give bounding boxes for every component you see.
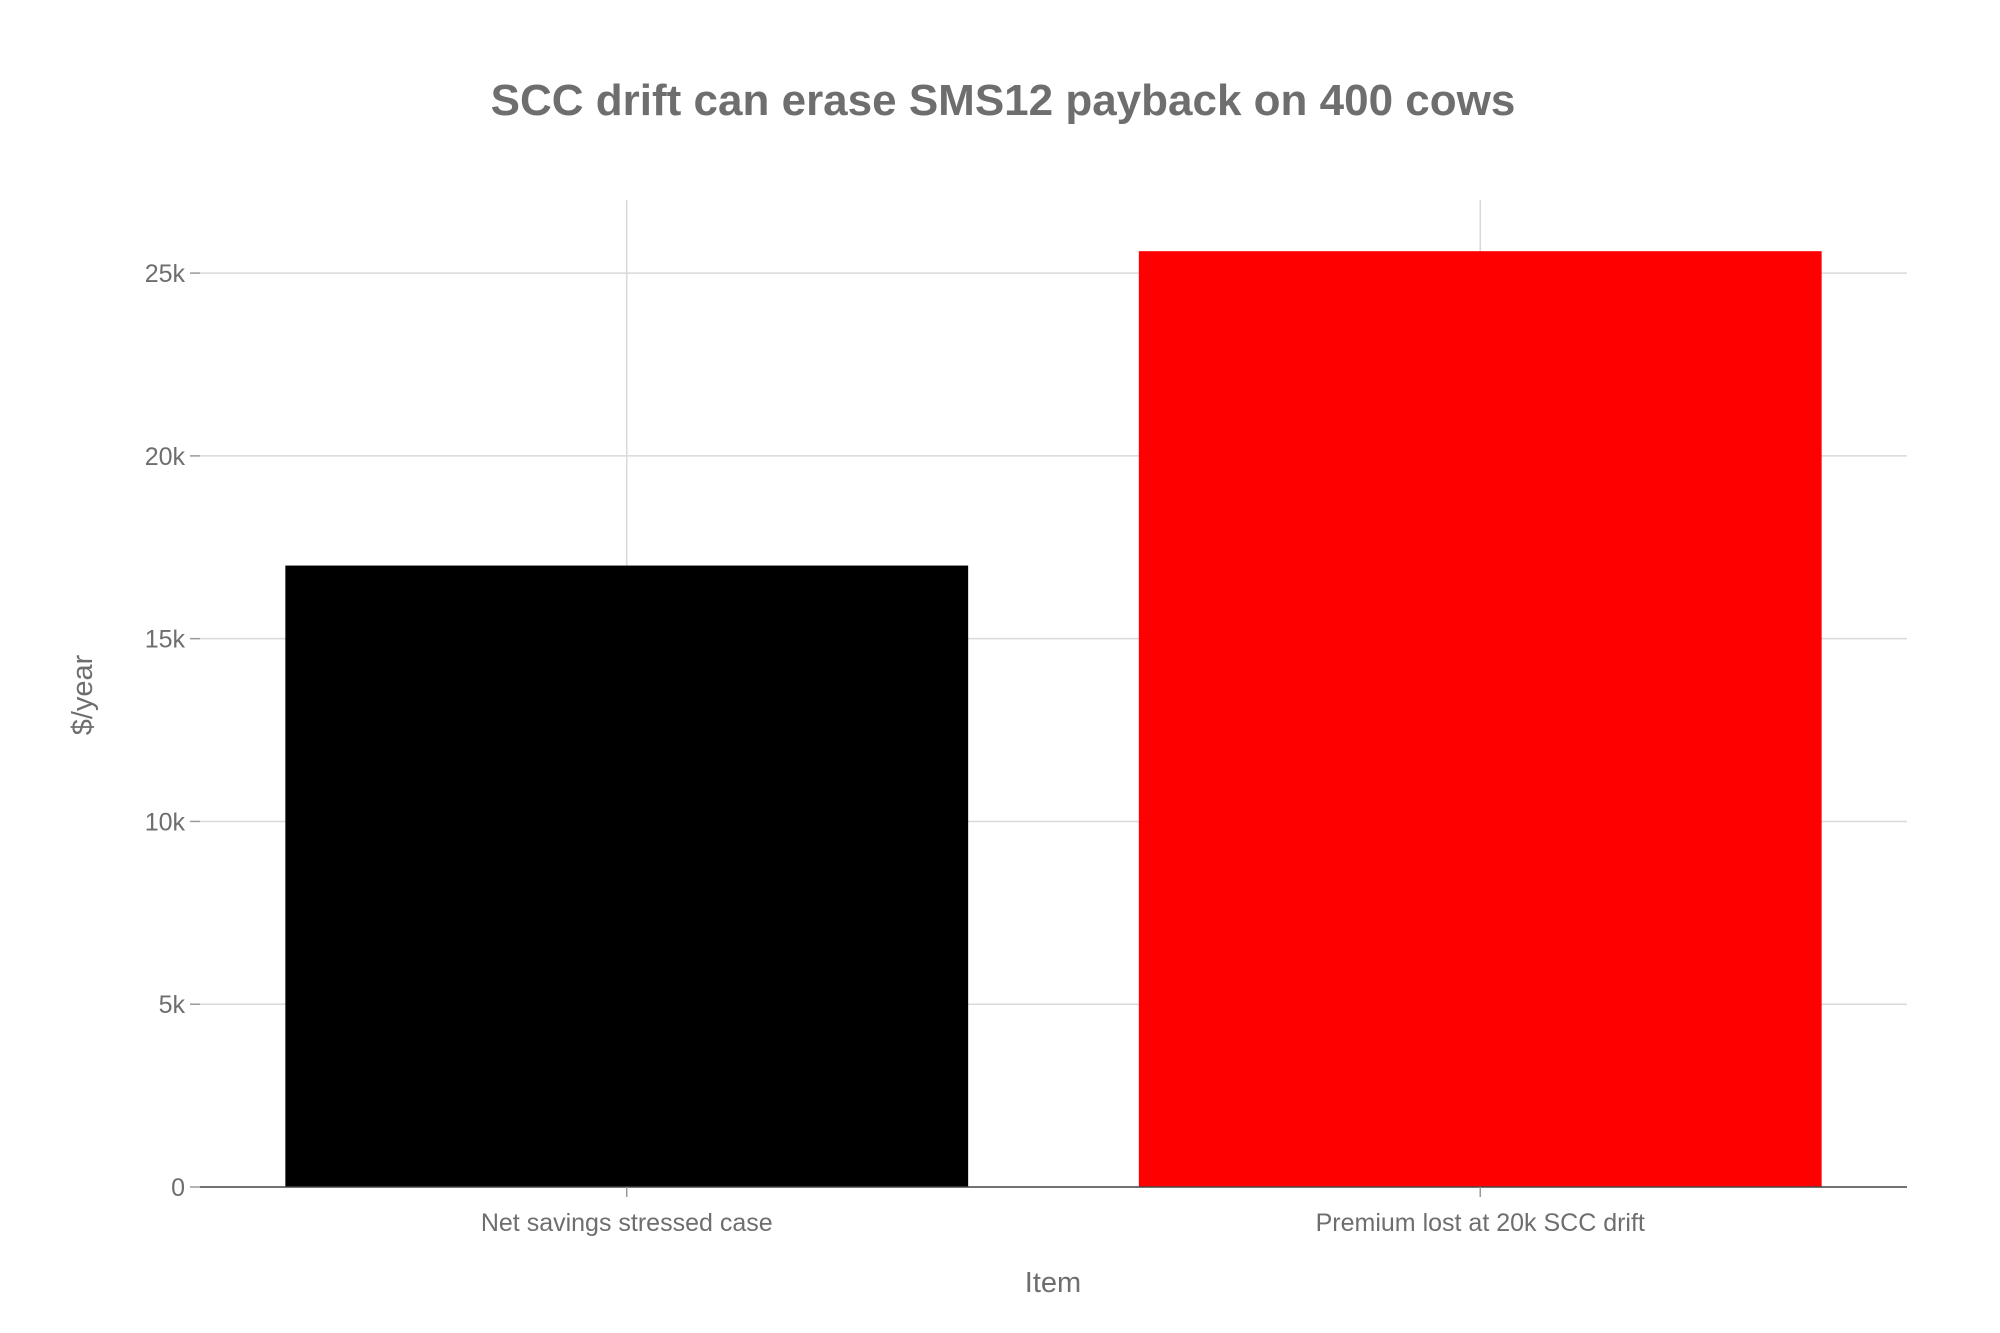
x-tick-label: Premium lost at 20k SCC drift [1316, 1209, 1645, 1237]
x-axis-ticks: Net savings stressed case Premium lost at… [481, 1187, 1645, 1237]
y-axis-ticks: 0 5k 10k 15k 20k 25k [145, 260, 200, 1202]
x-tick-label: Net savings stressed case [481, 1209, 773, 1237]
y-tick-label: 5k [159, 991, 186, 1019]
bar-1 [285, 565, 969, 1187]
y-tick-label: 10k [145, 808, 186, 836]
y-tick-label: 25k [145, 260, 186, 288]
bars [285, 251, 1822, 1187]
bar-2 [1138, 251, 1822, 1187]
y-axis-title: $/year [67, 654, 99, 735]
y-tick-label: 15k [145, 626, 186, 654]
chart-title: SCC drift can erase SMS12 payback on 400… [491, 76, 1516, 125]
y-tick-label: 20k [145, 443, 186, 471]
x-axis-title: Item [1025, 1267, 1081, 1299]
y-tick-label: 0 [171, 1174, 185, 1202]
